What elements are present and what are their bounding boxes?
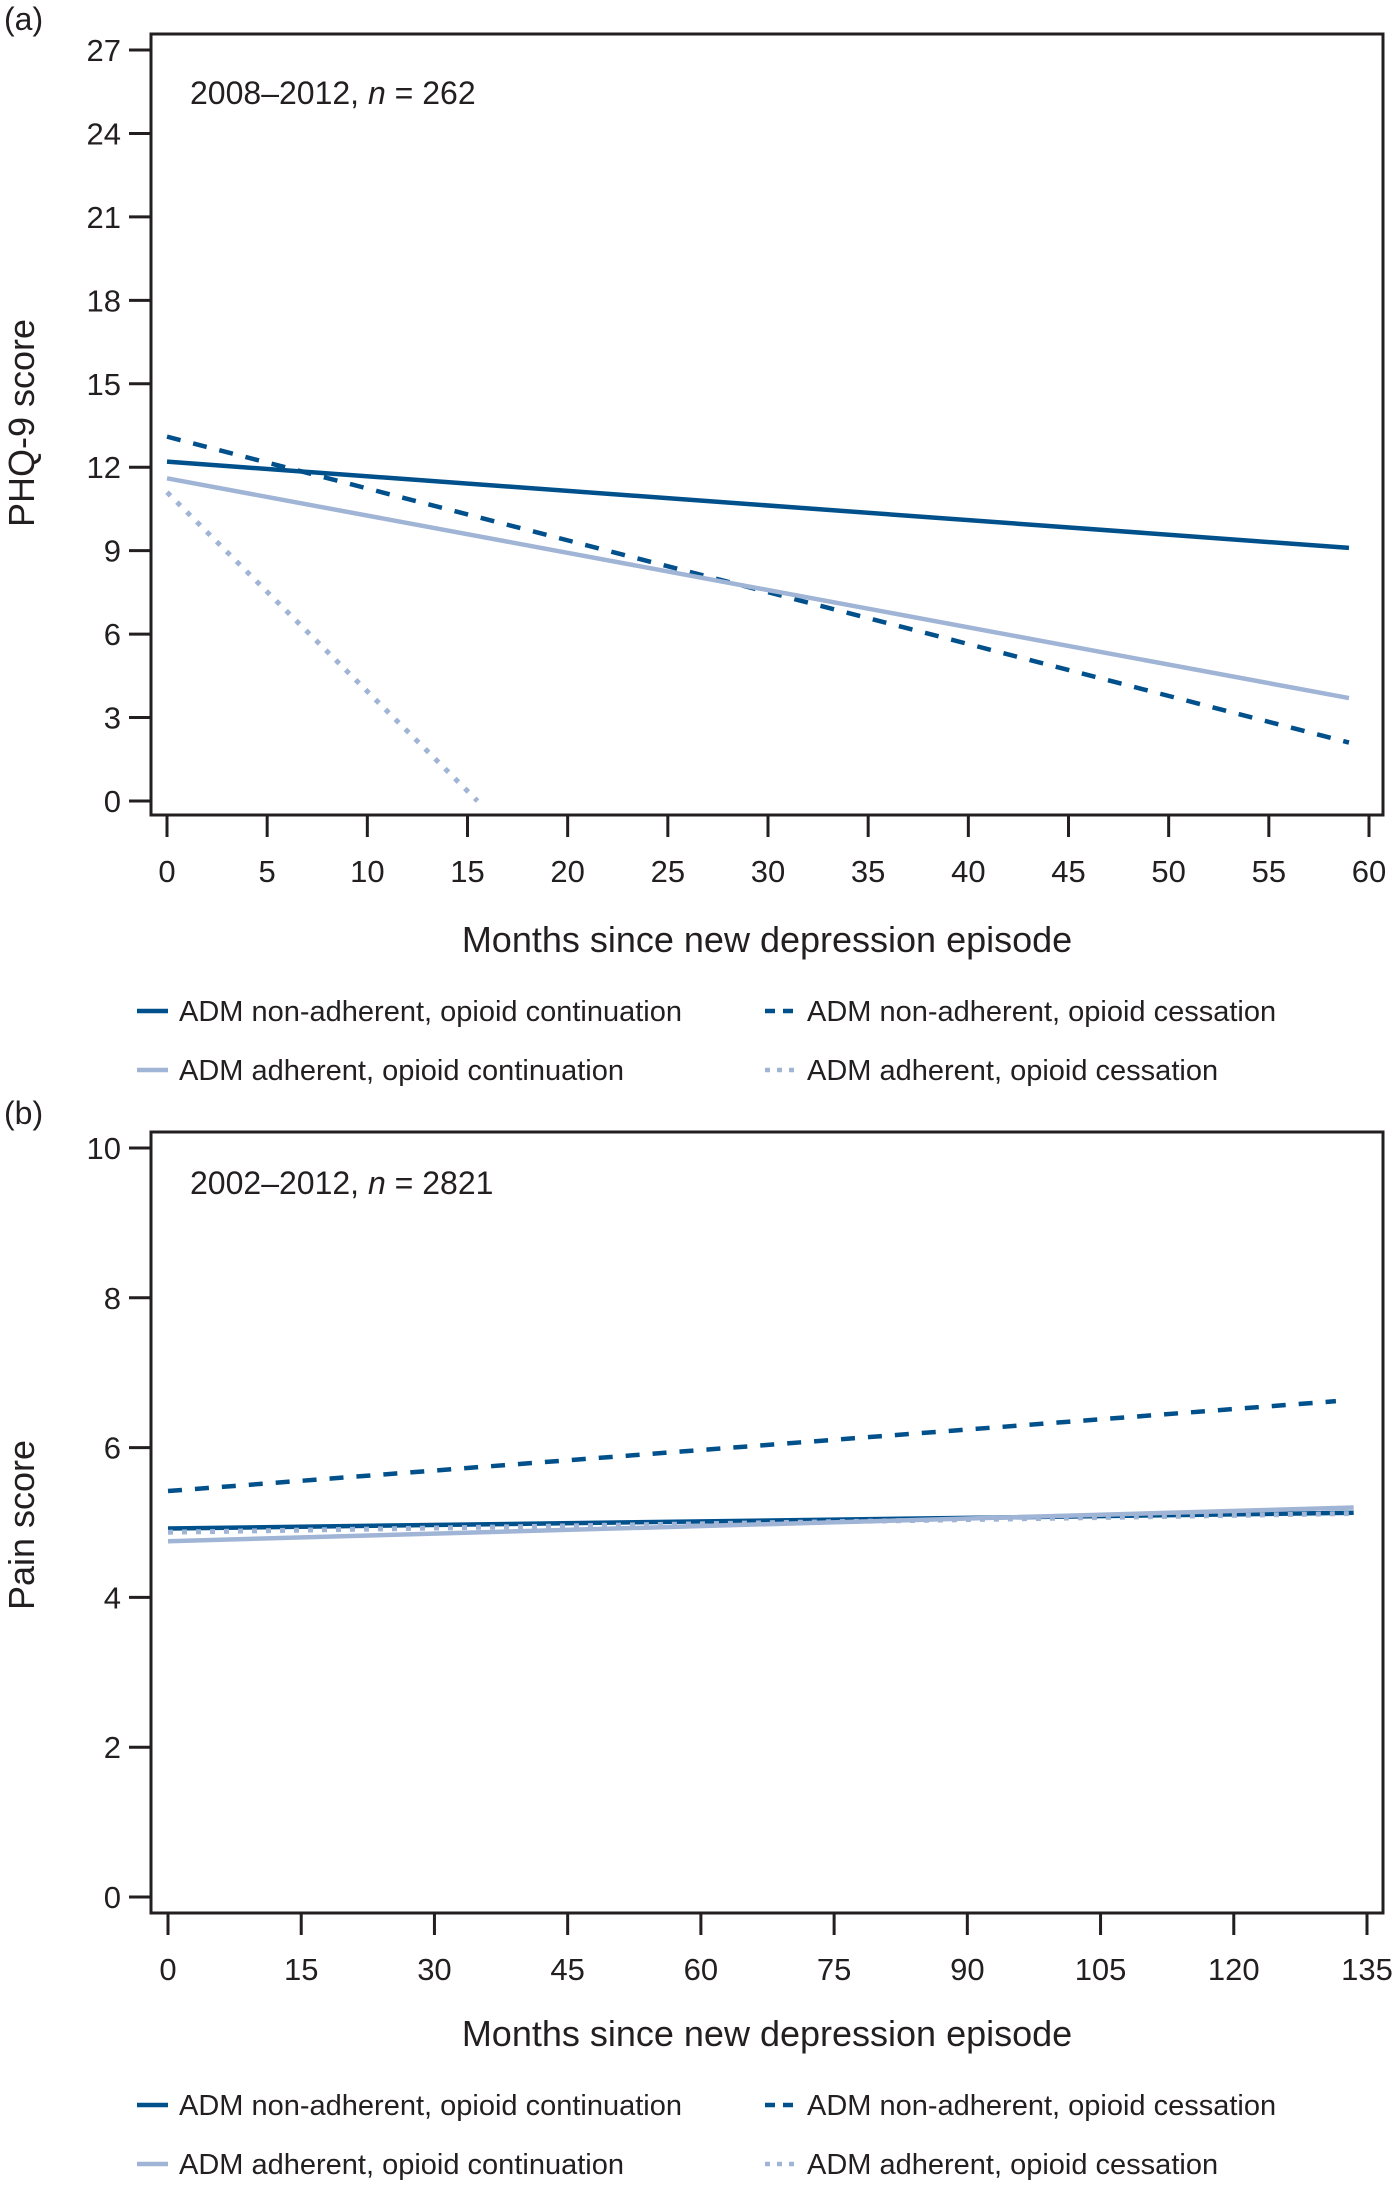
x-axis: 0 5 10 15 20 25 30 35 40 45 50 55 60 (158, 815, 1386, 889)
y-tick-label: 10 (87, 1131, 121, 1166)
y-tick-label: 4 (104, 1580, 121, 1615)
legend-item: ADM non-adherent, opioid cessation (765, 996, 1276, 1028)
panel-label: (a) (4, 1, 43, 37)
y-tick-label: 27 (87, 33, 121, 68)
legend-label: ADM adherent, opioid continuation (179, 1055, 624, 1087)
x-axis-title: Months since new depression episode (462, 919, 1072, 960)
y-axis-title: Pain score (1, 1440, 42, 1610)
x-tick-label: 50 (1151, 854, 1185, 889)
x-tick-label: 135 (1341, 1952, 1393, 1987)
y-tick-label: 6 (104, 617, 121, 652)
y-tick-label: 9 (104, 534, 121, 569)
series-line-4 (165, 490, 480, 803)
y-tick-label: 8 (104, 1281, 121, 1316)
legend-label: ADM adherent, opioid continuation (179, 2149, 624, 2181)
x-tick-label: 0 (159, 1952, 176, 1987)
panel-annotation: 2002–2012, n = 2821 (190, 1165, 493, 1201)
x-tick-label: 30 (417, 1952, 451, 1987)
x-tick-label: 45 (1051, 854, 1085, 889)
plot-frame (149, 1130, 1385, 1915)
x-tick-label: 55 (1252, 854, 1286, 889)
annotation-suffix: = 262 (386, 75, 476, 111)
x-tick-label: 120 (1208, 1952, 1260, 1987)
legend-item: ADM non-adherent, opioid continuation (137, 2090, 682, 2122)
panel-label: (b) (4, 1095, 43, 1131)
x-tick-label: 25 (651, 854, 685, 889)
x-tick-label: 10 (350, 854, 384, 889)
annotation-italic: n (368, 75, 386, 111)
legend-item: ADM adherent, opioid continuation (137, 1055, 624, 1087)
plot-frame (149, 32, 1385, 817)
y-tick-label: 6 (104, 1431, 121, 1466)
y-axis: 0 2 4 6 8 10 (87, 1131, 151, 1915)
y-tick-label: 0 (104, 784, 121, 819)
annotation-italic: n (368, 1165, 386, 1201)
y-tick-label: 3 (104, 701, 121, 736)
legend-label: ADM non-adherent, opioid cessation (807, 2090, 1276, 2122)
legend-label: ADM non-adherent, opioid continuation (179, 2090, 682, 2122)
y-tick-label: 2 (104, 1730, 121, 1765)
y-tick-label: 24 (87, 116, 121, 151)
x-tick-label: 45 (550, 1952, 584, 1987)
y-tick-label: 15 (87, 367, 121, 402)
x-tick-label: 60 (1352, 854, 1386, 889)
x-tick-label: 35 (851, 854, 885, 889)
x-tick-label: 105 (1075, 1952, 1127, 1987)
legend-label: ADM non-adherent, opioid continuation (179, 996, 682, 1028)
x-tick-label: 40 (951, 854, 985, 889)
x-tick-label: 0 (158, 854, 175, 889)
y-tick-label: 12 (87, 450, 121, 485)
x-tick-label: 15 (284, 1952, 318, 1987)
series-group (167, 1398, 1354, 1544)
x-tick-label: 20 (550, 854, 584, 889)
y-axis: 0 3 6 9 12 15 18 21 24 27 (87, 33, 151, 819)
legend-label: ADM adherent, opioid cessation (807, 2149, 1218, 2181)
panel-annotation: 2008–2012, n = 262 (190, 75, 476, 111)
legend-label: ADM adherent, opioid cessation (807, 1055, 1218, 1087)
legend-item: ADM non-adherent, opioid cessation (765, 2090, 1276, 2122)
y-tick-label: 0 (104, 1880, 121, 1915)
series-line-3 (166, 476, 1350, 701)
panel-b: (b) 0 2 4 6 8 10 0 15 30 45 60 75 90 105 120 135 2002–… (1, 1095, 1393, 2181)
y-axis-title: PHQ-9 score (1, 319, 42, 527)
legend-label: ADM non-adherent, opioid cessation (807, 996, 1276, 1028)
panel-a: (a) 0 3 6 9 12 15 18 21 24 27 0 5 10 15 20 25 30 35 40 45 5… (1, 1, 1386, 1087)
legend: ADM non-adherent, opioid continuation ADM… (137, 996, 1276, 1087)
series-group (165, 434, 1350, 803)
annotation-prefix: 2008–2012, (190, 75, 368, 111)
annotation-prefix: 2002–2012, (190, 1165, 368, 1201)
legend-item: ADM adherent, opioid continuation (137, 2149, 624, 2181)
x-tick-label: 90 (950, 1952, 984, 1987)
series-line-1 (166, 459, 1350, 551)
series-line-2 (167, 1398, 1337, 1494)
series-line-4 (167, 1511, 1354, 1535)
legend-item: ADM non-adherent, opioid continuation (137, 996, 682, 1028)
x-axis: 0 15 30 45 60 75 90 105 120 135 (159, 1913, 1393, 1987)
x-axis-title: Months since new depression episode (462, 2013, 1072, 2054)
y-tick-label: 18 (87, 283, 121, 318)
annotation-suffix: = 2821 (386, 1165, 494, 1201)
legend-item: ADM adherent, opioid cessation (765, 2149, 1218, 2181)
x-tick-label: 30 (751, 854, 785, 889)
x-tick-label: 15 (450, 854, 484, 889)
x-tick-label: 75 (817, 1952, 851, 1987)
legend-item: ADM adherent, opioid cessation (765, 1055, 1218, 1087)
x-tick-label: 5 (259, 854, 276, 889)
y-tick-label: 21 (87, 200, 121, 235)
legend: ADM non-adherent, opioid continuation ADM… (137, 2090, 1276, 2181)
x-tick-label: 60 (684, 1952, 718, 1987)
